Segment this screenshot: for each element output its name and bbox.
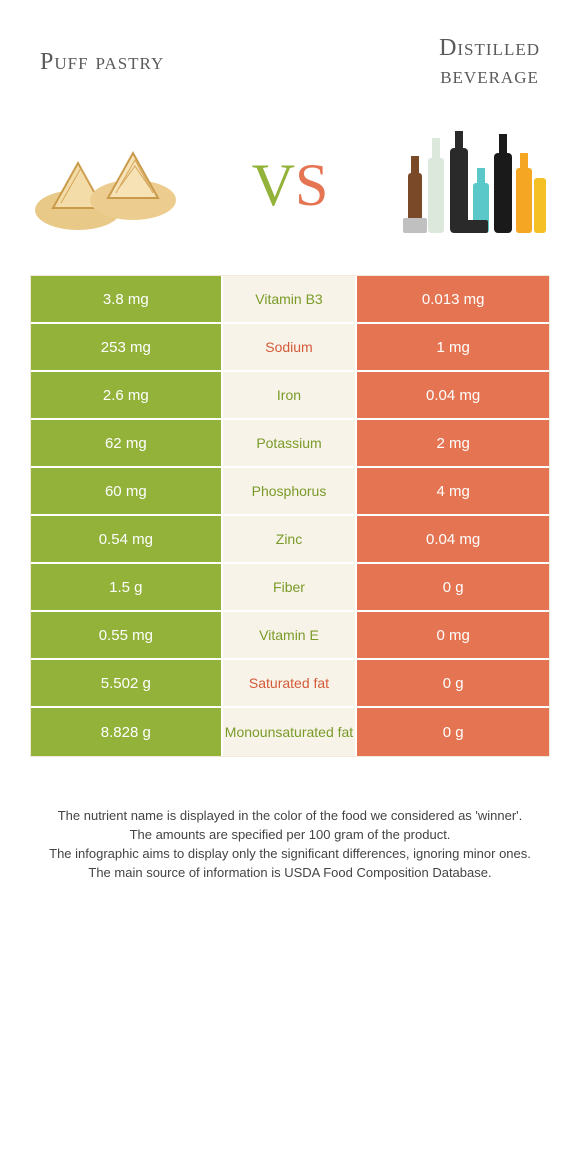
pastry-icon xyxy=(33,138,183,233)
value-right: 0.04 mg xyxy=(357,516,549,562)
nutrient-label: Phosphorus xyxy=(223,468,358,514)
table-row: 62 mgPotassium2 mg xyxy=(31,420,549,468)
vs-s: S xyxy=(295,152,328,218)
table-row: 60 mgPhosphorus4 mg xyxy=(31,468,549,516)
nutrient-label: Sodium xyxy=(223,324,358,370)
beverage-image xyxy=(395,125,550,245)
value-right: 0 g xyxy=(357,660,549,706)
puff-pastry-image xyxy=(30,125,185,245)
value-right: 1 mg xyxy=(357,324,549,370)
footer-line-4: The main source of information is USDA F… xyxy=(40,864,540,883)
nutrient-label: Monounsaturated fat xyxy=(223,708,358,756)
nutrient-label: Fiber xyxy=(223,564,358,610)
footer-notes: The nutrient name is displayed in the co… xyxy=(0,757,580,882)
bottles-icon xyxy=(398,128,548,243)
value-left: 0.55 mg xyxy=(31,612,223,658)
value-left: 5.502 g xyxy=(31,660,223,706)
value-right: 0 g xyxy=(357,708,549,756)
value-left: 62 mg xyxy=(31,420,223,466)
nutrient-label: Potassium xyxy=(223,420,358,466)
footer-line-3: The infographic aims to display only the… xyxy=(40,845,540,864)
nutrient-label: Saturated fat xyxy=(223,660,358,706)
title-left: Puff pastry xyxy=(40,49,164,76)
vs-v: V xyxy=(252,152,295,218)
nutrient-label: Vitamin E xyxy=(223,612,358,658)
value-left: 253 mg xyxy=(31,324,223,370)
title-right-line2: beverage xyxy=(439,63,540,91)
table-row: 1.5 gFiber0 g xyxy=(31,564,549,612)
table-row: 2.6 mgIron0.04 mg xyxy=(31,372,549,420)
value-left: 8.828 g xyxy=(31,708,223,756)
table-row: 253 mgSodium1 mg xyxy=(31,324,549,372)
value-left: 2.6 mg xyxy=(31,372,223,418)
value-left: 0.54 mg xyxy=(31,516,223,562)
nutrient-table: 3.8 mgVitamin B30.013 mg253 mgSodium1 mg… xyxy=(30,275,550,757)
table-row: 0.54 mgZinc0.04 mg xyxy=(31,516,549,564)
nutrient-label: Iron xyxy=(223,372,358,418)
table-row: 3.8 mgVitamin B30.013 mg xyxy=(31,276,549,324)
nutrient-label: Vitamin B3 xyxy=(223,276,358,322)
value-left: 60 mg xyxy=(31,468,223,514)
value-right: 0.013 mg xyxy=(357,276,549,322)
footer-line-1: The nutrient name is displayed in the co… xyxy=(40,807,540,826)
table-row: 8.828 gMonounsaturated fat0 g xyxy=(31,708,549,756)
table-row: 5.502 gSaturated fat0 g xyxy=(31,660,549,708)
table-row: 0.55 mgVitamin E0 mg xyxy=(31,612,549,660)
title-right-line1: Distilled xyxy=(439,35,540,63)
value-right: 4 mg xyxy=(357,468,549,514)
value-left: 3.8 mg xyxy=(31,276,223,322)
value-right: 0.04 mg xyxy=(357,372,549,418)
vs-label: VS xyxy=(185,151,395,220)
nutrient-label: Zinc xyxy=(223,516,358,562)
header-row: Puff pastry Distilled beverage xyxy=(0,0,580,110)
title-right: Distilled beverage xyxy=(439,35,540,90)
value-left: 1.5 g xyxy=(31,564,223,610)
value-right: 0 g xyxy=(357,564,549,610)
value-right: 2 mg xyxy=(357,420,549,466)
footer-line-2: The amounts are specified per 100 gram o… xyxy=(40,826,540,845)
images-row: VS xyxy=(0,110,580,275)
value-right: 0 mg xyxy=(357,612,549,658)
